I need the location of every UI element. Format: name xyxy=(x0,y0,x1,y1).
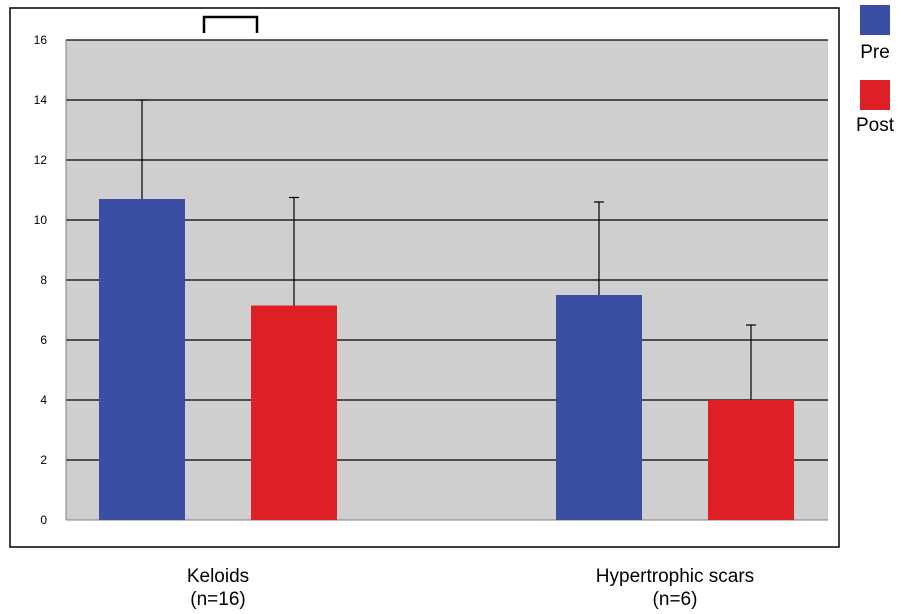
y-axis-ticks: 0 2 4 6 8 10 12 14 16 xyxy=(34,33,48,527)
y-tick-label: 12 xyxy=(34,153,48,167)
legend-swatch-pre xyxy=(860,5,890,35)
bars xyxy=(99,199,794,520)
y-tick-label: 8 xyxy=(40,273,47,287)
category-sublabel: (n=6) xyxy=(653,589,698,610)
category-labels: Keloids(n=16) Hypertrophic scars(n=6) xyxy=(187,566,754,610)
y-tick-label: 2 xyxy=(40,453,47,467)
bar-post-keloids xyxy=(251,305,337,520)
category-sublabel: (n=16) xyxy=(190,589,245,610)
y-tick-label: 14 xyxy=(34,93,48,107)
legend-label-pre: Pre xyxy=(860,42,890,63)
y-tick-label: 4 xyxy=(40,393,47,407)
y-tick-label: 0 xyxy=(40,513,47,527)
error-bars xyxy=(137,99,756,400)
y-tick-label: 10 xyxy=(34,213,48,227)
y-tick-label: 6 xyxy=(40,333,47,347)
bar-pre-hypertrophic-scars xyxy=(556,295,642,520)
legend: Pre Post xyxy=(856,5,895,136)
legend-label-post: Post xyxy=(856,115,895,136)
bar-post-hypertrophic-scars xyxy=(708,400,794,520)
significance-bracket xyxy=(202,15,259,33)
bar-pre-keloids xyxy=(99,199,185,520)
category-label: Keloids xyxy=(187,566,249,587)
legend-swatch-post xyxy=(860,80,890,110)
y-tick-label: 16 xyxy=(34,33,48,47)
category-label: Hypertrophic scars xyxy=(596,566,754,587)
gridlines xyxy=(65,39,828,521)
